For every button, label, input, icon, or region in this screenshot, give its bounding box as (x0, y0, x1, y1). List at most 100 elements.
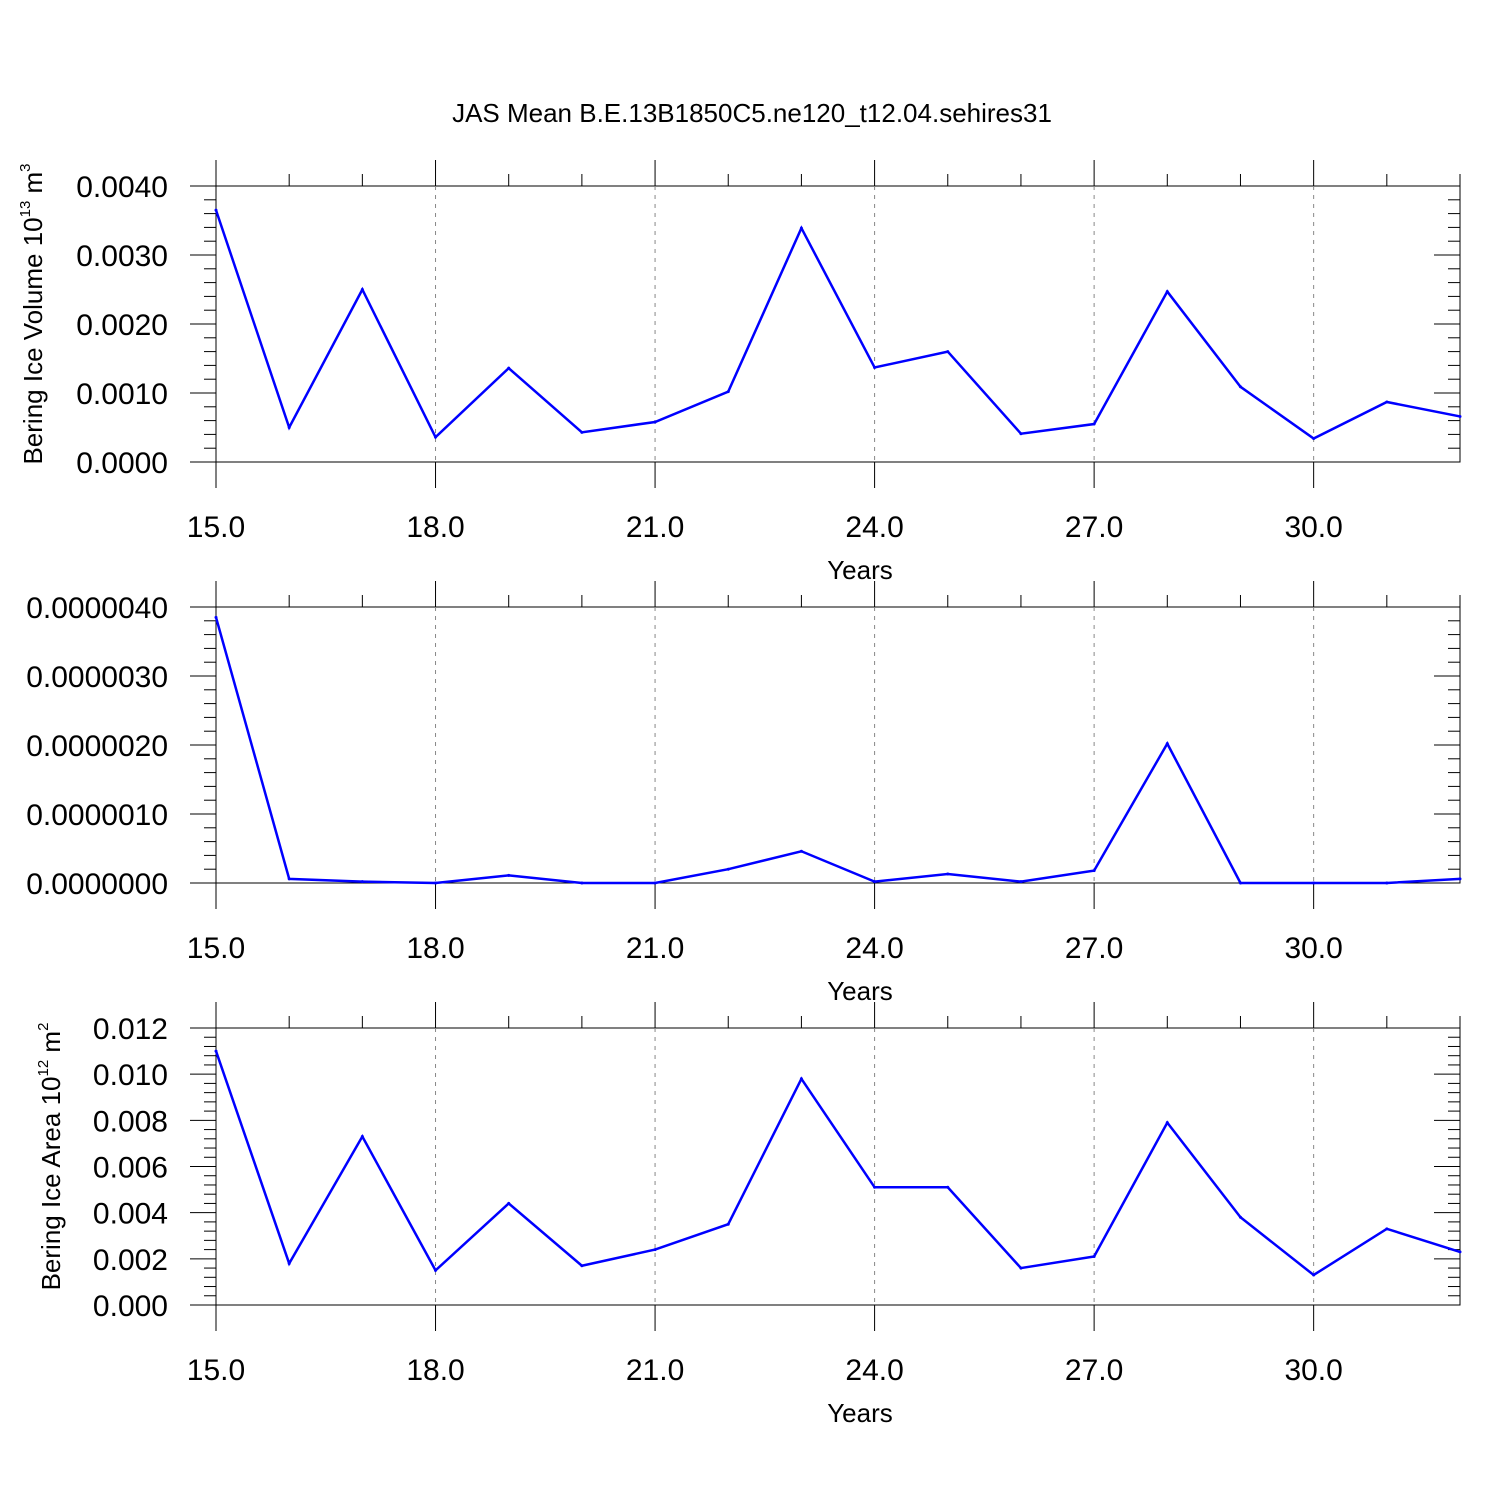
y-tick-label: 0.0040 (76, 171, 168, 204)
data-point (799, 226, 803, 230)
x-tick-label: 21.0 (626, 511, 684, 544)
data-point (214, 1049, 218, 1053)
data-point (1019, 432, 1023, 436)
data-point (360, 288, 364, 291)
y-tick-label: 0.010 (93, 1059, 168, 1092)
data-point (214, 208, 218, 212)
x-tick-label: 27.0 (1065, 1354, 1123, 1387)
y-tick-label: 0.0000000 (26, 868, 168, 901)
data-point (726, 867, 730, 871)
x-tick-label: 18.0 (406, 1354, 464, 1387)
data-point (1385, 1227, 1389, 1231)
panel-3: 15.0 18.0 21.0 24.0 27.0 30.0 0.000 0.002 0.004 0… (35, 1002, 1462, 1428)
y-axis-label: Bering Ice Area 1012 m2 (35, 1023, 66, 1291)
x-tick-label: 21.0 (626, 1354, 684, 1387)
x-tick-label: 27.0 (1065, 932, 1123, 965)
x-axis-label: Years (827, 1398, 893, 1428)
data-point (799, 849, 803, 853)
data-point (653, 420, 657, 424)
data-point (1165, 290, 1169, 294)
data-point (580, 430, 584, 434)
chart-panels: 15.0 18.0 21.0 24.0 27.0 30.0 0.0000 0.0010 0.00… (17, 160, 1462, 1428)
plot-frame (215, 1027, 1461, 1306)
data-point (726, 390, 730, 394)
data-point (1312, 881, 1316, 885)
x-tick-label: 24.0 (845, 511, 903, 544)
panel-1: 15.0 18.0 21.0 24.0 27.0 30.0 0.0000 0.0010 0.00… (17, 160, 1462, 585)
data-point (873, 880, 877, 884)
x-tick-label: 30.0 (1284, 511, 1342, 544)
x-tick-label: 30.0 (1284, 1354, 1342, 1387)
y-axis-label: Bering Ice Volume 1013 m3 (17, 163, 48, 464)
x-tick-label: 21.0 (626, 932, 684, 965)
x-tick-label: 18.0 (406, 511, 464, 544)
panel-2: 15.0 18.0 21.0 24.0 27.0 30.0 0.0000000 0.00000… (26, 581, 1462, 1006)
y-tick-label: 0.0000030 (26, 661, 168, 694)
y-tick-label: 0.0010 (76, 378, 168, 411)
data-point (287, 426, 291, 429)
data-point (946, 872, 950, 876)
data-point (1165, 742, 1169, 746)
plot-frame (215, 606, 1461, 884)
x-tick-label: 15.0 (187, 932, 245, 965)
plot-frame (215, 185, 1461, 463)
data-point (1092, 422, 1096, 426)
data-point (580, 1264, 584, 1268)
data-point (799, 1077, 803, 1081)
y-tick-label: 0.0000020 (26, 730, 168, 763)
data-point (873, 1185, 877, 1189)
y-tick-label: 0.008 (93, 1105, 168, 1138)
data-point (873, 365, 877, 369)
x-tick-label: 18.0 (406, 932, 464, 965)
data-point (507, 873, 511, 877)
data-point (434, 881, 438, 885)
x-axis-label: Years (827, 976, 893, 1006)
data-point (653, 1248, 657, 1252)
y-tick-label: 0.002 (93, 1244, 168, 1277)
data-point (360, 880, 364, 884)
y-tick-label: 0.012 (93, 1013, 168, 1046)
y-tick-label: 0.0000 (76, 447, 168, 480)
y-tick-label: 0.0030 (76, 240, 168, 273)
data-point (1092, 1255, 1096, 1259)
data-point (1458, 877, 1462, 881)
data-point (946, 1185, 950, 1189)
data-point (1385, 400, 1389, 404)
x-tick-label: 15.0 (187, 511, 245, 544)
data-point (1238, 385, 1242, 389)
data-point (653, 881, 657, 885)
data-point (1458, 414, 1462, 418)
data-point (434, 1268, 438, 1272)
data-point (287, 877, 291, 881)
x-tick-label: 24.0 (845, 932, 903, 965)
data-point (360, 1134, 364, 1138)
series-line (214, 617, 1461, 885)
x-tick-label: 27.0 (1065, 511, 1123, 544)
data-point (507, 1201, 511, 1205)
data-point (726, 1222, 730, 1226)
data-point (1312, 1273, 1316, 1277)
data-point (1019, 880, 1023, 884)
x-tick-label: 15.0 (187, 1354, 245, 1387)
series-line (214, 209, 1461, 440)
x-axis-label: Years (827, 555, 893, 585)
x-tick-label: 30.0 (1284, 932, 1342, 965)
y-tick-label: 0.0020 (76, 309, 168, 342)
data-point (434, 435, 438, 439)
data-point (946, 350, 950, 354)
data-point (1165, 1121, 1169, 1125)
y-tick-label: 0.000 (93, 1290, 168, 1323)
data-point (1312, 437, 1316, 441)
chart-title: JAS Mean B.E.13B1850C5.ne120_t12.04.sehi… (452, 98, 1052, 128)
y-tick-label: 0.006 (93, 1152, 168, 1185)
y-tick-label: 0.0000010 (26, 799, 168, 832)
data-point (1458, 1250, 1462, 1254)
data-point (1385, 881, 1389, 885)
data-point (287, 1261, 291, 1265)
data-point (507, 366, 511, 370)
y-tick-label: 0.004 (93, 1198, 168, 1231)
data-point (214, 615, 218, 619)
y-tick-label: 0.0000040 (26, 592, 168, 625)
data-point (1238, 881, 1242, 885)
